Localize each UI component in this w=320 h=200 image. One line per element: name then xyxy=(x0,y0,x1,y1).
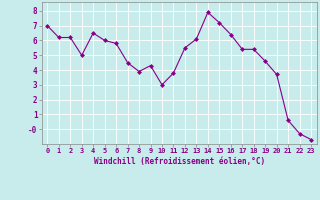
X-axis label: Windchill (Refroidissement éolien,°C): Windchill (Refroidissement éolien,°C) xyxy=(94,157,265,166)
